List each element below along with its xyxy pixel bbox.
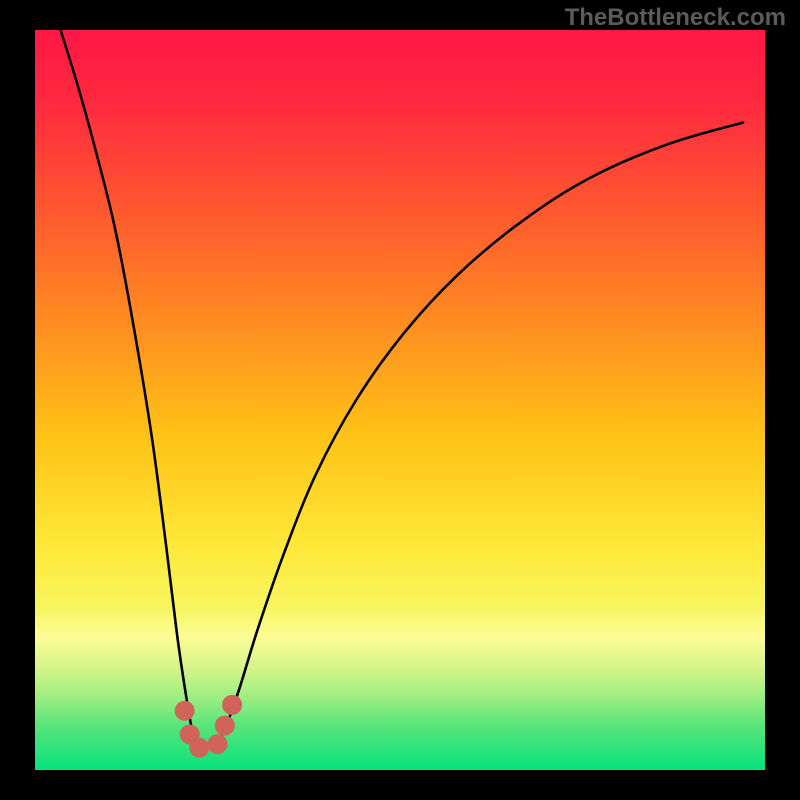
marker-point [222, 695, 242, 715]
plot-area [35, 30, 765, 770]
chart-svg [35, 30, 765, 770]
marker-point [189, 738, 209, 758]
gradient-background [35, 30, 765, 770]
marker-point [208, 734, 228, 754]
marker-point [175, 701, 195, 721]
chart-container: TheBottleneck.com [0, 0, 800, 800]
watermark-text: TheBottleneck.com [565, 4, 786, 32]
marker-point [215, 716, 235, 736]
